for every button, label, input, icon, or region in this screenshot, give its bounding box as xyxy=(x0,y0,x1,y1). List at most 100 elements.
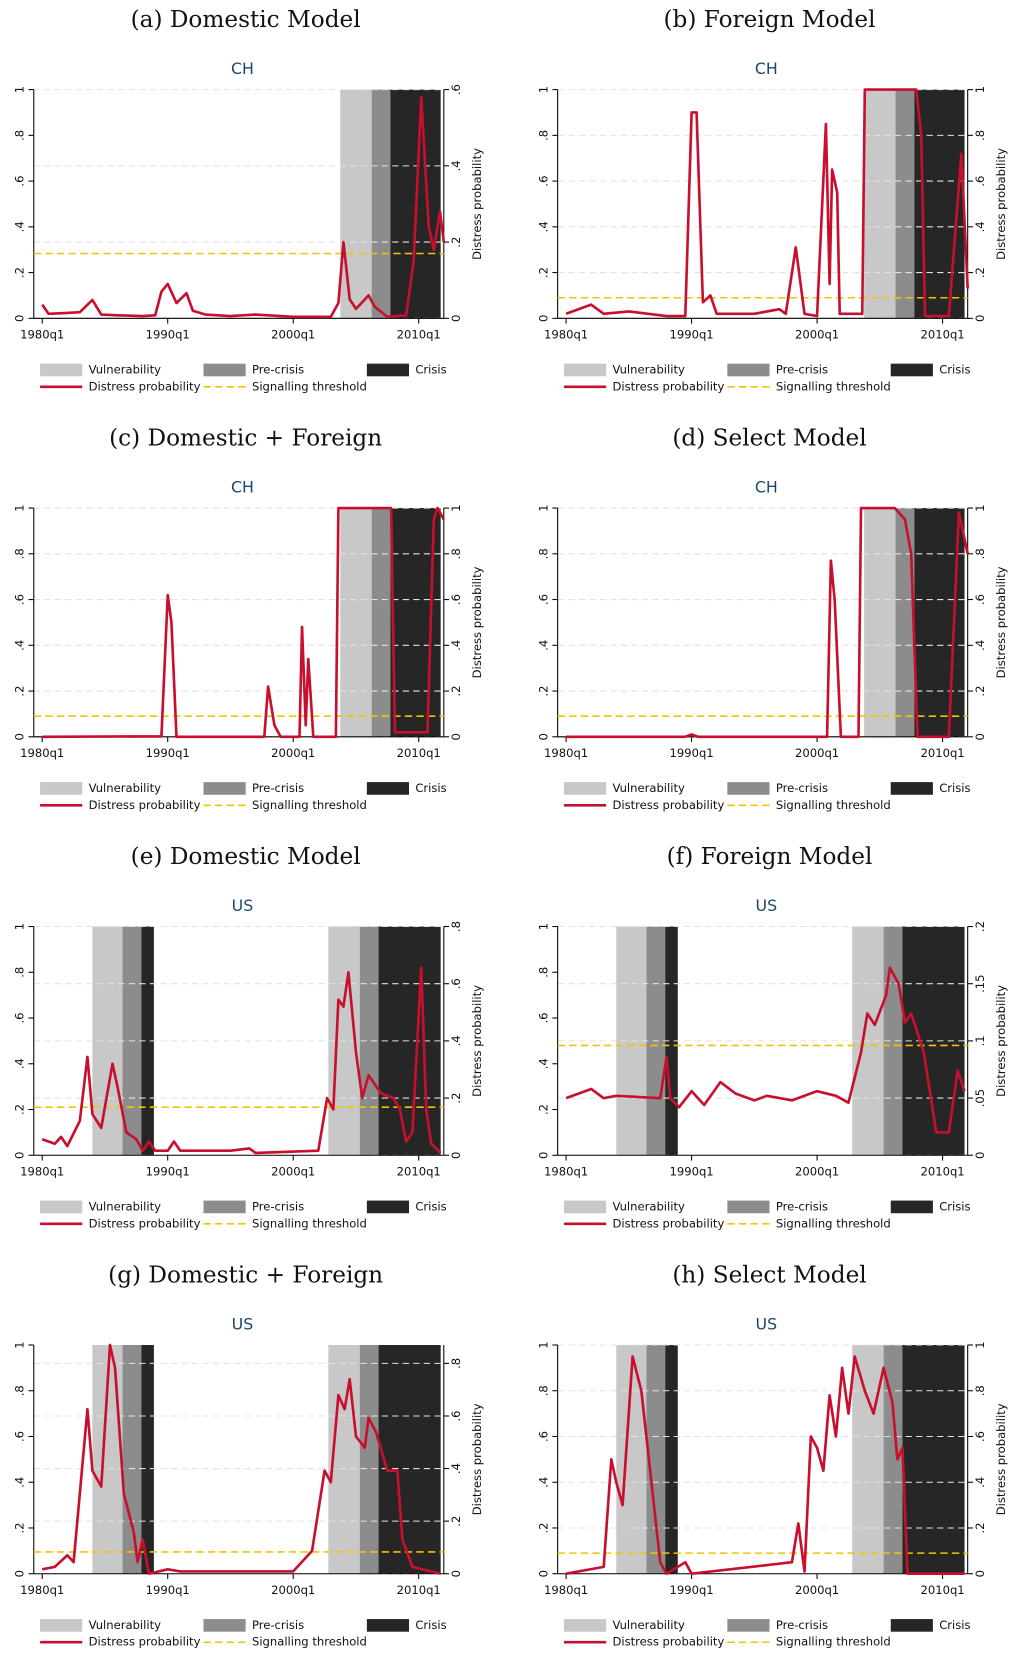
legend-label: Distress probability xyxy=(612,379,724,393)
y2-tick-label: 1 xyxy=(973,86,987,93)
distress-line xyxy=(565,88,969,318)
legend-swatch xyxy=(727,1619,770,1632)
legend-swatch xyxy=(366,363,410,377)
y2-tick-label: .05 xyxy=(973,1089,987,1107)
y2-tick-label: .2 xyxy=(449,1516,463,1527)
panel: (e) Domestic Model US 0 .2 .4 .6 .8 0 .2 .4 .6 .8 1 1… xyxy=(13,843,484,1230)
y-tick-label: .8 xyxy=(536,130,550,141)
period-band xyxy=(378,926,441,1156)
legend-label: Distress probability xyxy=(612,1635,724,1649)
y-tick-label: .2 xyxy=(13,686,27,697)
legend-label: Vulnerability xyxy=(612,781,685,795)
legend-label: Vulnerability xyxy=(612,362,685,376)
y2-tick-label: .6 xyxy=(449,978,463,989)
legend-label: Signalling threshold xyxy=(252,1635,367,1649)
legend-label: Pre-crisis xyxy=(252,1618,304,1632)
y-tick-label: 0 xyxy=(536,1570,550,1577)
y-tick-label: .2 xyxy=(13,1104,27,1115)
period-band xyxy=(864,508,896,737)
legend-label: Vulnerability xyxy=(612,1618,685,1632)
period-band xyxy=(371,89,391,319)
y-tick-label: 0 xyxy=(13,315,27,322)
period-band xyxy=(141,1344,154,1574)
panel-caption: (d) Select Model xyxy=(672,425,866,452)
legend-label: Signalling threshold xyxy=(776,379,891,393)
y2-axis-title: Distress probability xyxy=(470,1403,484,1515)
period-band xyxy=(340,508,372,737)
y-tick-label: .8 xyxy=(13,130,27,141)
distress-line xyxy=(41,966,442,1155)
period-band xyxy=(864,89,896,319)
panel: (b) Foreign Model CH 0 .2 .4 .6 .8 1 0 .2 .4 .6 .8 1 1… xyxy=(536,6,1007,393)
y-tick-label: .4 xyxy=(13,1477,27,1488)
x-tick-label: 1980q1 xyxy=(20,746,64,760)
y2-tick-label: .2 xyxy=(973,921,987,932)
legend-label: Signalling threshold xyxy=(776,1216,891,1230)
x-tick-label: 1980q1 xyxy=(20,328,64,342)
legend-swatch xyxy=(203,363,246,377)
y2-tick-label: .2 xyxy=(449,1093,463,1104)
panel-subtitle: US xyxy=(756,1314,778,1333)
y-tick-label: .8 xyxy=(536,548,550,559)
legend-label: Signalling threshold xyxy=(252,379,367,393)
panel-subtitle: CH xyxy=(231,478,254,497)
y2-tick-label: .4 xyxy=(449,640,463,651)
period-band xyxy=(340,89,372,319)
legend-swatch xyxy=(727,1200,770,1214)
y2-axis-title: Distress probability xyxy=(470,985,484,1097)
y2-axis-title: Distress probability xyxy=(470,148,484,260)
x-tick-label: 1990q1 xyxy=(146,746,190,760)
period-band xyxy=(646,1344,666,1574)
legend-swatch xyxy=(366,1200,410,1214)
panel: (g) Domestic + Foreign US 0 .2 .4 .6 .8 0 .2 .4 .6… xyxy=(13,1261,484,1648)
legend-label: Crisis xyxy=(415,1618,446,1632)
y2-tick-label: 0 xyxy=(973,1570,987,1577)
y2-tick-label: .4 xyxy=(973,640,987,651)
period-band xyxy=(122,1344,142,1574)
legend-label: Vulnerability xyxy=(89,1199,162,1213)
legend-label: Signalling threshold xyxy=(252,1216,367,1230)
y-tick-label: 1 xyxy=(536,923,550,930)
x-tick-label: 2000q1 xyxy=(795,1583,839,1597)
legend-label: Distress probability xyxy=(612,1216,724,1230)
y2-tick-label: 0 xyxy=(449,733,463,740)
panel: (d) Select Model CH 0 .2 .4 .6 .8 1 0 .2 .4 .6 .8 1 19… xyxy=(536,425,1007,812)
legend-swatch xyxy=(563,363,607,377)
legend-label: Signalling threshold xyxy=(252,798,367,812)
legend-label: Crisis xyxy=(415,362,446,376)
x-tick-label: 2010q1 xyxy=(397,1583,441,1597)
y2-tick-label: .2 xyxy=(973,1522,987,1533)
x-tick-label: 2000q1 xyxy=(795,746,839,760)
period-band xyxy=(895,89,915,319)
panel-caption: (e) Domestic Model xyxy=(131,843,361,870)
panel-subtitle: CH xyxy=(755,59,778,78)
x-tick-label: 1990q1 xyxy=(146,328,190,342)
y2-tick-label: 0 xyxy=(449,1570,463,1577)
legend-swatch xyxy=(563,1619,607,1632)
panel-subtitle: US xyxy=(756,896,778,915)
legend-label: Signalling threshold xyxy=(776,1635,891,1649)
x-tick-label: 2010q1 xyxy=(920,1583,964,1597)
y2-tick-label: .2 xyxy=(449,237,463,248)
legend-label: Crisis xyxy=(939,1618,970,1632)
y2-tick-label: 0 xyxy=(449,315,463,322)
period-band xyxy=(665,1344,678,1574)
legend-label: Signalling threshold xyxy=(776,798,891,812)
x-tick-label: 1980q1 xyxy=(544,746,588,760)
y2-tick-label: .15 xyxy=(973,975,987,993)
x-tick-label: 1980q1 xyxy=(20,1583,64,1597)
y-tick-label: 0 xyxy=(536,315,550,322)
panel: (a) Domestic Model CH 0 .2 .4 .6 0 .2 .4 .6 .8 1 198… xyxy=(13,6,484,393)
y2-tick-label: 1 xyxy=(449,504,463,511)
legend-label: Pre-crisis xyxy=(776,1618,828,1632)
x-tick-label: 2000q1 xyxy=(271,328,315,342)
legend-label: Pre-crisis xyxy=(776,362,828,376)
legend-swatch xyxy=(727,782,770,795)
y-tick-label: 1 xyxy=(13,1341,27,1348)
x-tick-label: 1990q1 xyxy=(669,1583,713,1597)
period-band xyxy=(883,1344,903,1574)
panel-caption: (b) Foreign Model xyxy=(664,6,876,33)
y-tick-label: .2 xyxy=(536,267,550,278)
x-tick-label: 2000q1 xyxy=(271,1583,315,1597)
